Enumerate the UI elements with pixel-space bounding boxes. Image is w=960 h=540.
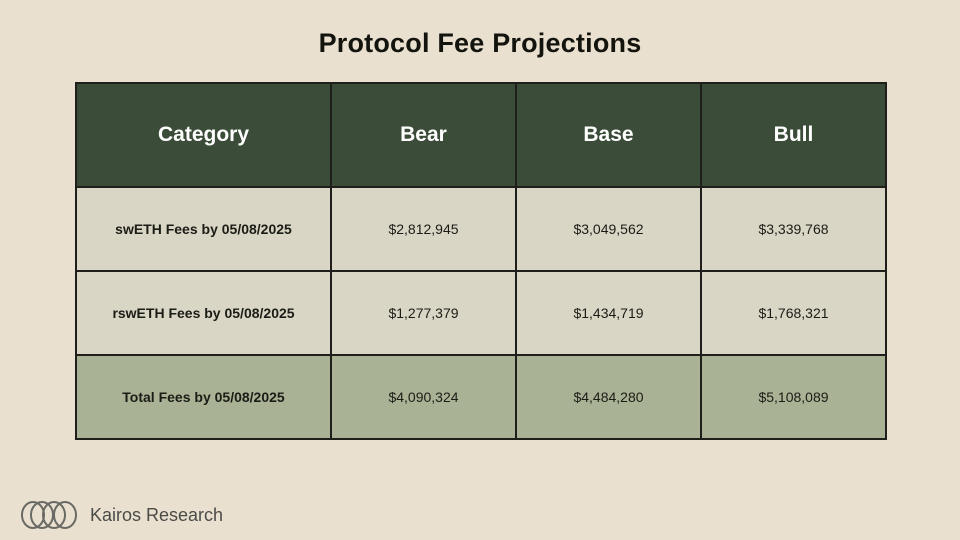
- overlapping-rings-icon: [21, 501, 77, 529]
- cell-sweth-bear: $2,812,945: [330, 186, 517, 272]
- page-title: Protocol Fee Projections: [318, 28, 642, 58]
- table-row-total: Total Fees by 05/08/2025 $4,090,324 $4,4…: [75, 354, 887, 440]
- footer-brand: Kairos Research: [20, 498, 223, 532]
- cell-sweth-bull: $3,339,768: [700, 186, 887, 272]
- row-label-total: Total Fees by 05/08/2025: [75, 354, 332, 440]
- table-row: rswETH Fees by 05/08/2025 $1,277,379 $1,…: [75, 270, 887, 356]
- header-base: Base: [515, 82, 702, 188]
- table-row: swETH Fees by 05/08/2025 $2,812,945 $3,0…: [75, 186, 887, 272]
- cell-total-bear: $4,090,324: [330, 354, 517, 440]
- cell-total-bull: $5,108,089: [700, 354, 887, 440]
- cell-rsweth-bull: $1,768,321: [700, 270, 887, 356]
- cell-sweth-base: $3,049,562: [515, 186, 702, 272]
- table-header-row: Category Bear Base Bull: [75, 82, 887, 188]
- brand-name: Kairos Research: [90, 504, 224, 525]
- cell-rsweth-base: $1,434,719: [515, 270, 702, 356]
- row-label-rsweth: rswETH Fees by 05/08/2025: [75, 270, 332, 356]
- header-bull: Bull: [700, 82, 887, 188]
- row-label-sweth: swETH Fees by 05/08/2025: [75, 186, 332, 272]
- header-category: Category: [75, 82, 332, 188]
- header-bear: Bear: [330, 82, 517, 188]
- fee-projections-table: Category Bear Base Bull swETH Fees by 05…: [75, 82, 887, 440]
- cell-rsweth-bear: $1,277,379: [330, 270, 517, 356]
- cell-total-base: $4,484,280: [515, 354, 702, 440]
